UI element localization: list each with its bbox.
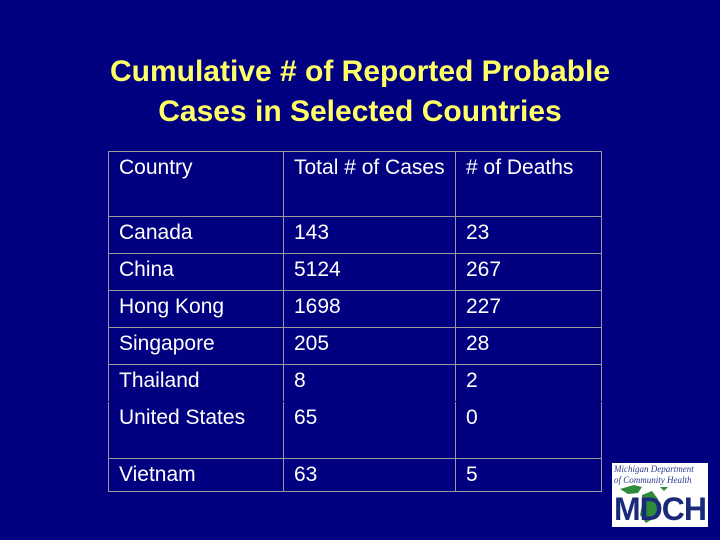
cell-country: Hong Kong	[108, 290, 284, 328]
logo-wordmark: MDCH	[614, 491, 707, 527]
header-total-cases: Total # of Cases	[283, 151, 456, 217]
table-row: Hong Kong 1698 227	[108, 290, 602, 328]
header-country: Country	[108, 151, 284, 217]
slide-title-line-1: Cumulative # of Reported Probable	[109, 55, 611, 88]
table-header-row: Country Total # of Cases # of Deaths	[108, 151, 602, 217]
cell-deaths: 23	[455, 216, 602, 254]
cell-deaths: 267	[455, 253, 602, 291]
logo-line-2: of Community Health	[614, 475, 692, 485]
cell-cases: 63	[283, 458, 456, 492]
cell-country: Singapore	[108, 327, 284, 365]
slide-title-line-2: Cases in Selected Countries	[158, 95, 562, 128]
cases-table: Country Total # of Cases # of Deaths Can…	[108, 151, 602, 492]
cell-cases: 143	[283, 216, 456, 254]
cell-country: China	[108, 253, 284, 291]
michigan-map-icon	[620, 485, 668, 523]
logo-line-1: Michigan Department	[614, 464, 694, 474]
cell-deaths: 0	[455, 401, 602, 459]
cell-cases: 205	[283, 327, 456, 365]
cell-cases: 8	[283, 364, 456, 402]
cell-country: United States	[108, 401, 284, 459]
cell-deaths: 2	[455, 364, 602, 402]
table-row: Canada 143 23	[108, 216, 602, 254]
cell-country: Canada	[108, 216, 284, 254]
cell-cases: 1698	[283, 290, 456, 328]
cell-country: Vietnam	[108, 458, 284, 492]
header-deaths: # of Deaths	[455, 151, 602, 217]
table-row: Vietnam 63 5	[108, 458, 602, 492]
mdch-logo: Michigan Department of Community Health …	[612, 463, 708, 527]
cell-cases: 65	[283, 401, 456, 459]
table-row: Thailand 8 2	[108, 364, 602, 402]
table-row: United States 65 0	[108, 401, 602, 459]
cell-country: Thailand	[108, 364, 284, 402]
table-row: Singapore 205 28	[108, 327, 602, 365]
cell-deaths: 28	[455, 327, 602, 365]
cell-deaths: 5	[455, 458, 602, 492]
table-row: China 5124 267	[108, 253, 602, 291]
cell-deaths: 227	[455, 290, 602, 328]
slide-title: Cumulative # of Reported Probable Cases …	[0, 52, 720, 132]
cell-cases: 5124	[283, 253, 456, 291]
